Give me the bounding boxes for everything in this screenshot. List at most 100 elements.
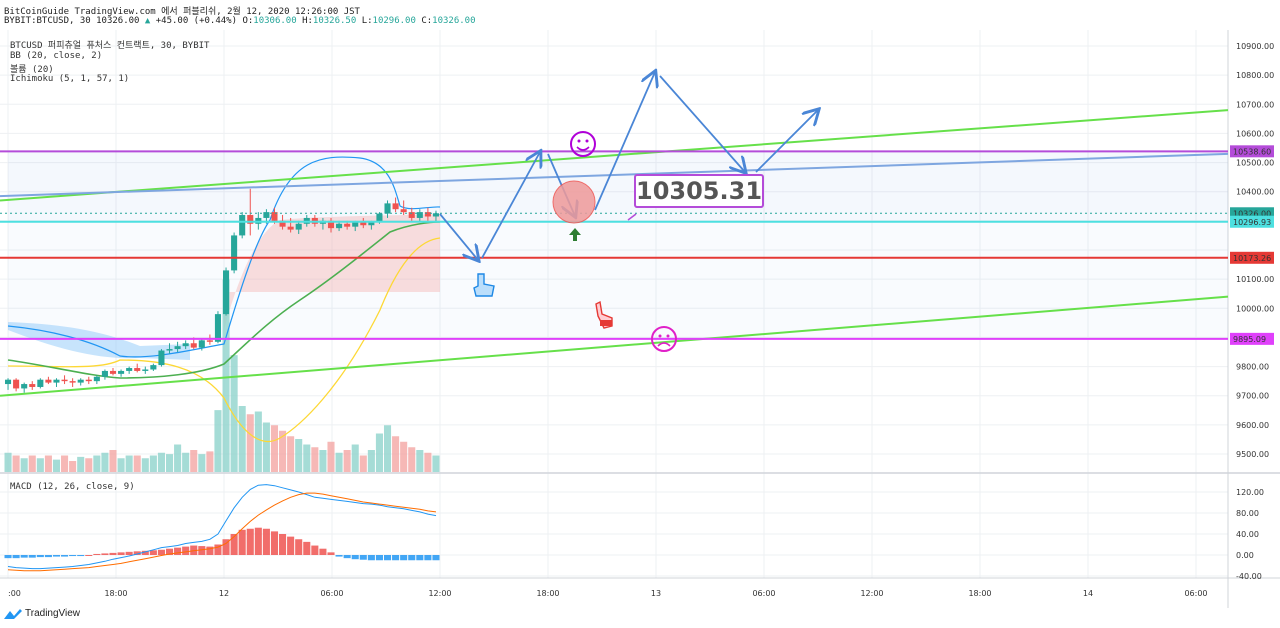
macd-histogram-bar: [77, 555, 85, 557]
volume-bar: [165, 454, 174, 472]
hand-pointer-icon: [473, 273, 495, 297]
macd-histogram-bar: [351, 555, 359, 560]
candle-body: [384, 203, 391, 214]
macd-histogram-bar: [392, 555, 400, 561]
price-level-label: 10538.60: [1233, 147, 1271, 156]
open-value: 10306.00: [253, 16, 297, 26]
macd-histogram-bar: [190, 545, 198, 555]
candle-body: [45, 379, 52, 383]
projection-arrow: [439, 213, 478, 260]
price-tick-label: 10400.00: [1236, 188, 1274, 197]
price-tick-label: 10100.00: [1236, 275, 1274, 284]
macd-histogram-bar: [69, 555, 77, 557]
macd-histogram-bar: [335, 555, 343, 557]
candle-body: [279, 220, 286, 227]
macd-line: [7, 484, 437, 570]
candle-body: [37, 379, 44, 387]
chart-background: [0, 30, 1228, 608]
smile-icon: [570, 131, 596, 157]
volume-bar: [270, 425, 279, 472]
candle-body: [214, 314, 221, 342]
volume-bar: [182, 452, 190, 472]
macd-histogram-bar: [303, 541, 311, 555]
candle-body: [376, 213, 383, 223]
up-arrow-icon: ▲: [144, 16, 151, 26]
candle-body: [85, 379, 92, 382]
macd-histogram-bar: [141, 550, 149, 555]
macd-histogram-bar: [36, 555, 44, 558]
trendline-blue: [0, 152, 1229, 198]
price-level-badge: [1230, 145, 1274, 158]
frown-icon: [651, 326, 677, 352]
volume-bar: [109, 450, 117, 472]
candle-body: [392, 203, 399, 210]
macd-histogram-bar: [20, 555, 28, 558]
macd-histogram-bar: [133, 551, 141, 555]
volume-bar: [206, 451, 214, 472]
bb-legend[interactable]: BB (20, close, 2): [10, 51, 103, 61]
signal-line: [7, 492, 437, 572]
macd-tick-label: 40.00: [1236, 530, 1259, 539]
macd-histogram-bar: [12, 555, 20, 559]
volume-bar: [149, 455, 157, 472]
macd-histogram-bar: [52, 555, 61, 557]
tradingview-footer[interactable]: TradingView: [4, 608, 80, 619]
candle-body: [174, 346, 181, 350]
macd-histogram-bar: [4, 555, 12, 559]
macd-histogram-bar: [222, 539, 230, 555]
volume-bar: [61, 455, 69, 472]
volume-bar: [52, 459, 61, 472]
volume-bar: [359, 455, 367, 472]
trendline-lower-green: [0, 295, 1229, 397]
candle-body: [77, 379, 84, 383]
candle-body: [182, 343, 189, 347]
volume-bar: [416, 450, 424, 472]
macd-histogram-bar: [383, 555, 392, 561]
volume-bar: [392, 436, 400, 472]
time-tick-label: 13: [651, 589, 661, 598]
macd-histogram-bar: [125, 551, 133, 555]
volume-bar: [375, 433, 383, 472]
macd-tick-label: 80.00: [1236, 509, 1259, 518]
candle-body: [198, 340, 205, 348]
projection-arrow: [481, 152, 540, 259]
price-callout[interactable]: 10305.31: [634, 174, 764, 208]
price-level-label: 10296.93: [1233, 218, 1271, 227]
price-tick-label: 10500.00: [1236, 159, 1274, 168]
projection-arrow: [755, 110, 818, 173]
volume-bar: [279, 430, 287, 472]
candle-body: [424, 212, 431, 217]
bb-lower: [7, 237, 441, 443]
volume-bar: [12, 455, 20, 472]
macd-tick-label: -40.00: [1236, 572, 1262, 581]
volume-bar: [367, 450, 375, 472]
ichimoku-cloud-red: [224, 214, 440, 330]
macd-histogram-bar: [28, 555, 36, 558]
price-chart[interactable]: 10900.00 10800.00 10700.00 10600.00 10500.00…: [0, 30, 1280, 608]
macd-legend[interactable]: MACD (12, 26, close, 9): [10, 482, 135, 492]
macd-histogram-bar: [375, 555, 383, 561]
candle-body: [93, 376, 100, 382]
macd-histogram-bar: [343, 555, 351, 559]
candle-body: [295, 223, 302, 230]
candle-body: [400, 209, 407, 213]
volume-bar: [85, 458, 93, 472]
volume-bar: [101, 452, 109, 472]
volume-bar: [432, 455, 440, 472]
time-tick-label: 12:00: [860, 589, 883, 598]
target-circle: [552, 180, 596, 224]
ichimoku-legend[interactable]: Ichimoku (5, 1, 57, 1): [10, 74, 130, 84]
time-tick-label: 12: [219, 589, 229, 598]
macd-histogram-bar: [295, 539, 303, 555]
volume-bar: [254, 411, 262, 472]
symbol-price: BYBIT:BTCUSD, 30 10326.00: [4, 16, 140, 26]
macd-histogram-bar: [262, 528, 270, 555]
volume-bar: [69, 461, 77, 472]
volume-bar: [198, 454, 206, 472]
projection-arrow: [659, 75, 745, 172]
volume-legend[interactable]: 볼륨 (20): [10, 65, 54, 75]
time-tick-label: 06:00: [1184, 589, 1207, 598]
price-level-badge: [1230, 332, 1274, 345]
volume-bar: [190, 450, 198, 472]
volume-bar: [303, 444, 311, 472]
